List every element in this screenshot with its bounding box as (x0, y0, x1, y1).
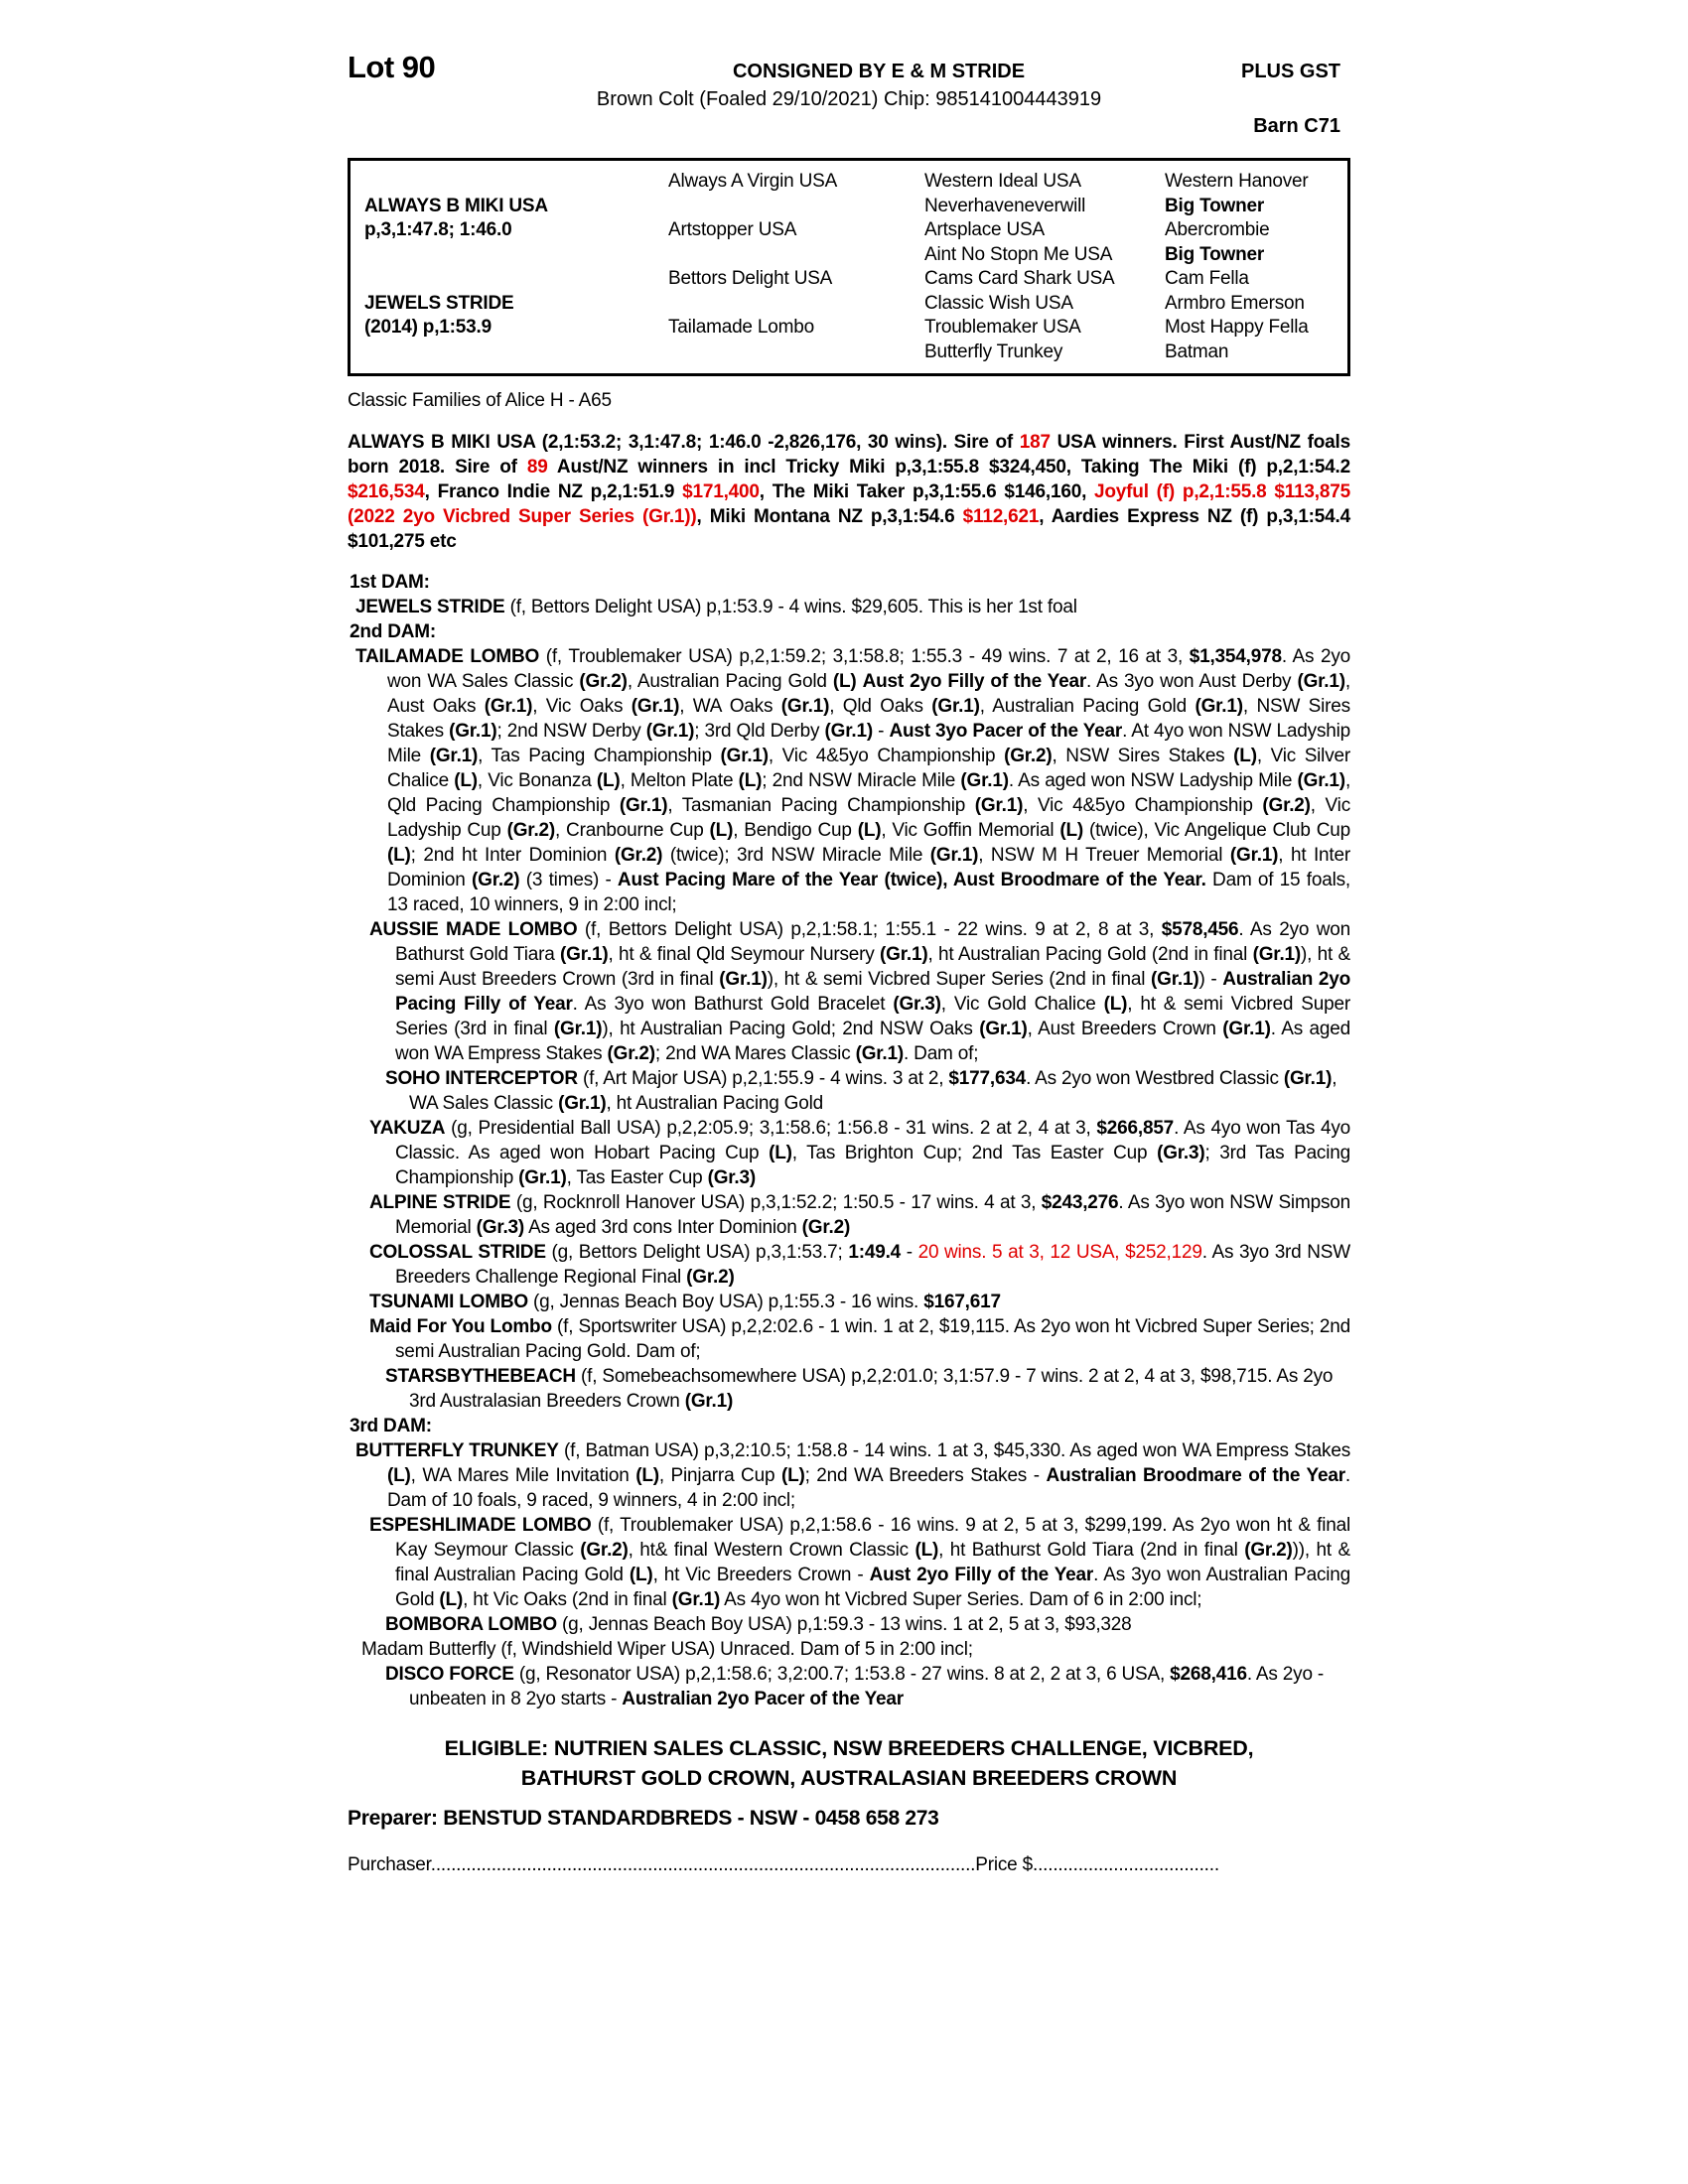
sire-name: ALWAYS B MIKI USA (364, 195, 548, 216)
gen4-ancestor: Western Hanover (1165, 171, 1309, 192)
gen3-ancestor: Aint No Stopn Me USA (924, 243, 1113, 265)
colossal-stride-paragraph: COLOSSAL STRIDE (g, Bettors Delight USA)… (369, 1242, 1350, 1288)
soho-interceptor-paragraph: SOHO INTERCEPTOR (f, Art Major USA) p,2,… (385, 1068, 1337, 1114)
first-dam-label: 1st DAM: (350, 572, 430, 593)
header-row: Lot 90 CONSIGNED BY E & M STRIDE PLUS GS… (348, 50, 1350, 85)
disco-force-paragraph: DISCO FORCE (g, Resonator USA) p,2,1:58.… (385, 1664, 1325, 1709)
gen3-ancestor: Classic Wish USA (924, 292, 1073, 314)
price-fill-line: ..................................... (1033, 1854, 1219, 1875)
eligibility-statement: ELIGIBLE: NUTRIEN SALES CLASSIC, NSW BRE… (348, 1733, 1350, 1793)
plus-gst-label: PLUS GST (1240, 61, 1340, 82)
page-content: Lot 90 CONSIGNED BY E & M STRIDE PLUS GS… (348, 50, 1350, 1876)
gen4-ancestor: Cam Fella (1165, 268, 1249, 289)
madam-butterfly-line: Madam Butterfly (f, Windshield Wiper USA… (361, 1639, 973, 1660)
sire-summary-paragraph: ALWAYS B MIKI USA (2,1:53.2; 3,1:47.8; 1… (348, 432, 1350, 552)
eligibility-line-2: BATHURST GOLD CROWN, AUSTRALASIAN BREEDE… (520, 1766, 1178, 1790)
gen3-ancestor: Artsplace USA (924, 219, 1045, 240)
starsbythebeach-paragraph: STARSBYTHEBEACH (f, Somebeachsomewhere U… (385, 1366, 1334, 1412)
maid-for-you-lombo-paragraph: Maid For You Lombo (f, Sportswriter USA)… (369, 1316, 1350, 1362)
sire-record: p,3,1:47.8; 1:46.0 (364, 219, 512, 240)
dam-record: (2014) p,1:53.9 (364, 317, 492, 338)
gen2-dam-sire: Bettors Delight USA (668, 268, 833, 289)
jewels-stride-line: JEWELS STRIDE (f, Bettors Delight USA) p… (355, 597, 1077, 617)
tailamade-lombo-paragraph: TAILAMADE LOMBO (f, Troublemaker USA) p,… (355, 646, 1351, 915)
consignor-line: CONSIGNED BY E & M STRIDE (732, 61, 1026, 82)
gen4-ancestor: Batman (1165, 341, 1229, 362)
family-line: Classic Families of Alice H - A65 (348, 390, 612, 411)
third-dam-label: 3rd DAM: (350, 1416, 432, 1436)
horse-description: Brown Colt (Foaled 29/10/2021) Chip: 985… (596, 88, 1102, 110)
lot-number: Lot 90 (348, 50, 436, 84)
purchaser-label: Purchaser (348, 1854, 431, 1875)
barn-number: Barn C71 (1253, 115, 1340, 137)
eligibility-line-1: ELIGIBLE: NUTRIEN SALES CLASSIC, NSW BRE… (444, 1736, 1254, 1760)
second-dam-label: 2nd DAM: (350, 621, 437, 642)
yakuza-paragraph: YAKUZA (g, Presidential Ball USA) p,2,2:… (369, 1118, 1350, 1188)
pedigree-text: ALWAYS B MIKI USA (2,1:53.2; 3,1:47.8; 1… (348, 430, 1350, 1711)
gen2-sire-sire: Always A Virgin USA (668, 171, 838, 192)
gen4-ancestor: Big Towner (1165, 195, 1265, 216)
pedigree-table: ALWAYS B MIKI USA p,3,1:47.8; 1:46.0 JEW… (348, 158, 1350, 376)
gen4-ancestor: Most Happy Fella (1165, 317, 1309, 338)
gen3-ancestor: Troublemaker USA (924, 317, 1081, 338)
preparer-line: Preparer: BENSTUD STANDARDBREDS - NSW - … (348, 1807, 939, 1830)
dam-cell: JEWELS STRIDE (2014) p,1:53.9 (364, 267, 668, 364)
gen2-sire-dam: Artstopper USA (668, 219, 797, 240)
gen2-dam-dam: Tailamade Lombo (668, 317, 814, 338)
gen4-ancestor: Big Towner (1165, 243, 1265, 265)
dam-name: JEWELS STRIDE (364, 292, 514, 314)
gen3-ancestor: Western Ideal USA (924, 171, 1081, 192)
butterfly-trunkey-paragraph: BUTTERFLY TRUNKEY (f, Batman USA) p,3,2:… (355, 1440, 1350, 1511)
gen3-ancestor: Cams Card Shark USA (924, 268, 1115, 289)
gen3-ancestor: Butterfly Trunkey (924, 341, 1063, 362)
gen3-ancestor: Neverhaveneverwill (924, 195, 1086, 216)
purchaser-fill-line: ........................................… (430, 1854, 976, 1875)
purchaser-price-line: Purchaser...............................… (348, 1854, 1350, 1876)
espeshlimade-lombo-paragraph: ESPESHLIMADE LOMBO (f, Troublemaker USA)… (369, 1515, 1350, 1610)
gen4-ancestor: Armbro Emerson (1165, 292, 1305, 314)
alpine-stride-paragraph: ALPINE STRIDE (g, Rocknroll Hanover USA)… (369, 1192, 1350, 1238)
tsunami-lombo-line: TSUNAMI LOMBO (g, Jennas Beach Boy USA) … (369, 1292, 1001, 1312)
price-label: Price $ (975, 1854, 1033, 1875)
gen4-ancestor: Abercrombie (1165, 219, 1270, 240)
aussie-made-lombo-paragraph: AUSSIE MADE LOMBO (f, Bettors Delight US… (369, 919, 1351, 1064)
sire-cell: ALWAYS B MIKI USA p,3,1:47.8; 1:46.0 (364, 170, 668, 267)
bombora-lombo-line: BOMBORA LOMBO (g, Jennas Beach Boy USA) … (385, 1614, 1132, 1635)
